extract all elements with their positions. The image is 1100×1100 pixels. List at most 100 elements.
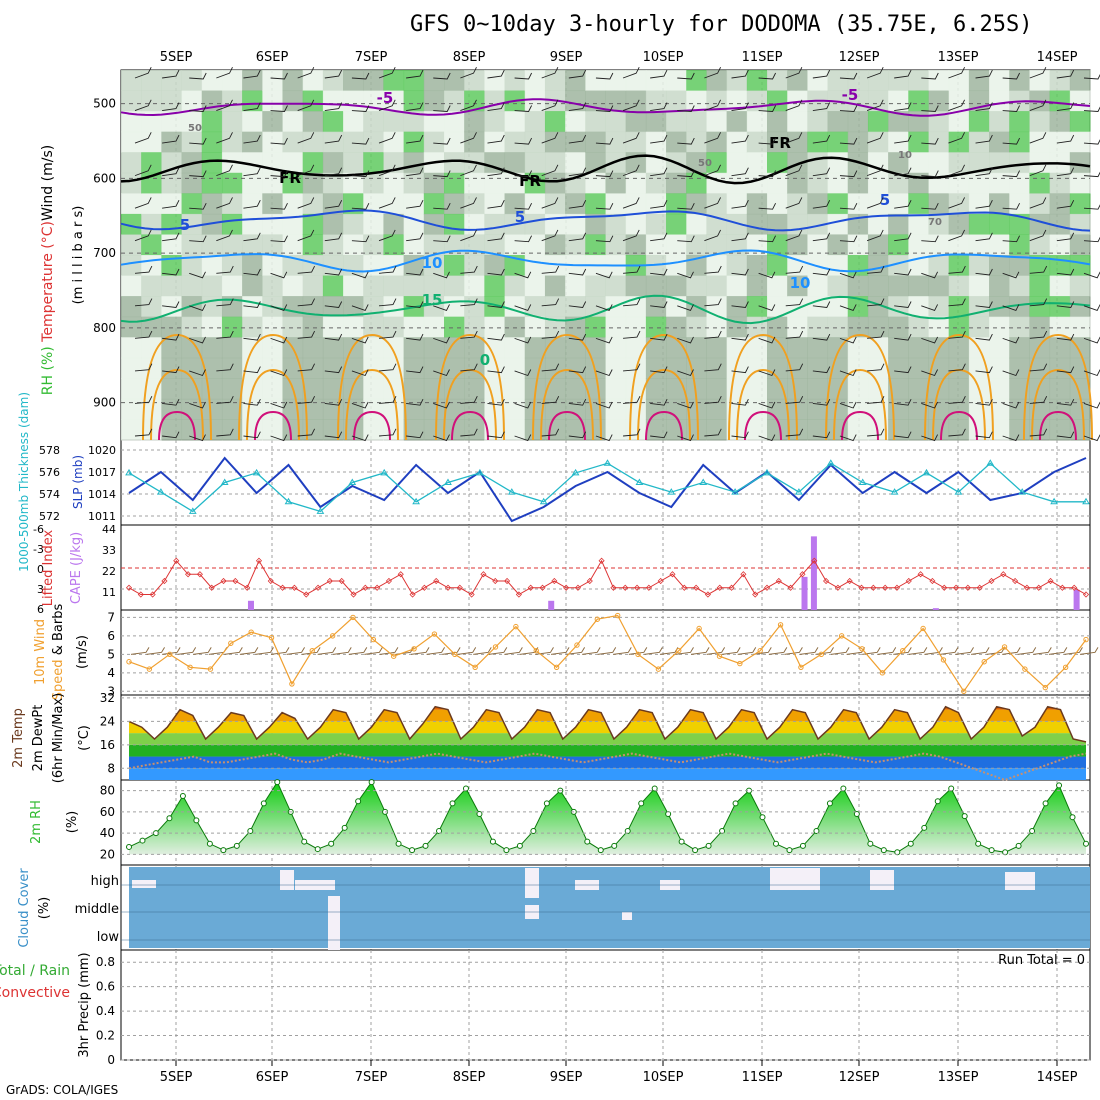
cloud-clear-patch	[525, 868, 539, 898]
rh-shade-cell	[444, 275, 465, 297]
rh-shade-cell	[746, 213, 768, 235]
wind-barb	[351, 271, 369, 279]
rh-shade-cell	[181, 419, 203, 441]
rh-shade-cell	[343, 152, 364, 174]
cloud-cover-area	[129, 867, 1090, 948]
rh-shade-cell	[968, 316, 990, 338]
lifted-marker	[693, 584, 700, 591]
rh-shade-cell	[383, 378, 405, 400]
rh-shade-cell	[867, 316, 889, 338]
rh-shade-cell	[1069, 90, 1091, 112]
rh-shade-cell	[242, 193, 263, 215]
rh-shade-cell	[686, 213, 707, 235]
temp-band	[129, 733, 1086, 745]
wind-barb	[568, 134, 587, 144]
wind-barb	[595, 304, 613, 311]
panel-frame-precip	[120, 949, 1091, 1061]
rh-shade-cell	[827, 234, 849, 256]
rh-shade-cell	[908, 357, 929, 379]
rh-shade-cell	[464, 255, 485, 277]
rh-shade-cell	[181, 90, 203, 112]
wind-barb	[541, 395, 560, 404]
rh-shade-cell	[645, 378, 667, 400]
wind-barb	[839, 401, 857, 409]
wind-barb	[839, 72, 858, 80]
wind-speed-marker	[452, 651, 458, 658]
wind-barb	[812, 333, 831, 341]
rh-shade-cell	[605, 213, 627, 235]
wind-barb	[1056, 232, 1075, 242]
wind-panel: 7 6 5 4 3 10m Wind Speed & Barbs (m/s)	[33, 604, 1099, 700]
rh-shade-cell	[565, 234, 586, 256]
wind-barb	[867, 363, 885, 372]
lifted-marker	[905, 577, 912, 585]
rh-shade-cell	[585, 337, 606, 359]
temp-tick-label: 24	[100, 714, 115, 728]
diurnal-temp-arc	[637, 368, 691, 441]
rh-shade-cell	[989, 193, 1010, 215]
rh-marker	[678, 838, 685, 845]
rh-shade-cell	[484, 316, 506, 338]
rh-shade-cell	[322, 357, 344, 379]
wind-barb	[812, 167, 831, 177]
cape-ylabel: CAPE (J/kg)	[69, 532, 84, 604]
rh-shade-cell	[666, 234, 687, 256]
surface-wind-barb	[488, 647, 508, 655]
cloud-clear-patch	[770, 868, 820, 890]
temp-ylabel: 2m DewPt	[31, 705, 46, 772]
rh-shade-cell	[888, 193, 909, 215]
wind-speed-marker	[635, 651, 641, 658]
wind-barb	[677, 434, 694, 442]
rh-shade-cell	[686, 193, 707, 215]
wind-barb	[270, 401, 288, 409]
wind-barb	[487, 268, 505, 276]
rh-shade-cell	[201, 70, 223, 92]
date-label-bottom: 14SEP	[1037, 1070, 1078, 1085]
rh-shade-cell	[847, 234, 869, 256]
rh-marker	[1029, 828, 1036, 834]
rh-shade-cell	[221, 378, 243, 400]
rh-shade-cell	[1029, 70, 1051, 92]
rh-shade-cell	[585, 172, 606, 194]
rh-shade-cell	[867, 275, 889, 297]
rh-shade-cell	[585, 131, 606, 153]
wind-barb	[297, 132, 315, 144]
rh-shade-cell	[403, 357, 425, 379]
rh-shade-cell	[262, 131, 283, 153]
rh-shade-cell	[444, 111, 465, 133]
rh-shade-cell	[888, 234, 909, 256]
wind-barb	[866, 66, 884, 79]
wind-barb	[433, 304, 450, 311]
rh-shade-cell	[666, 131, 687, 153]
rh-shade-cell	[746, 70, 768, 92]
rh-shade-cell	[928, 275, 950, 297]
rh-shade-cell	[847, 131, 869, 153]
wind-tick-label: 6	[107, 629, 115, 643]
temp-contour-minus5	[120, 98, 1091, 117]
rh-marker	[988, 847, 995, 854]
slp-ylabel: SLP (mb)	[71, 455, 85, 509]
wind-barb	[650, 366, 668, 374]
rh-marker	[274, 779, 281, 786]
pressure-tick-label: 700	[93, 246, 116, 260]
rh-shade-cell	[403, 152, 425, 174]
lifted-marker	[385, 577, 392, 585]
rh-shade-cell	[726, 378, 748, 400]
rh-marker	[1056, 782, 1063, 789]
rh-marker	[1083, 840, 1089, 847]
rh-shade-cell	[948, 378, 970, 400]
wind-barb	[243, 134, 261, 144]
surface-wind-barb	[815, 647, 834, 655]
surface-wind-barb	[286, 647, 306, 655]
wind-barb	[243, 398, 261, 406]
surface-wind-barb	[582, 647, 601, 655]
rh-shade-cell	[383, 131, 405, 153]
rh-shade-cell	[423, 131, 445, 153]
wind-barb	[406, 69, 424, 79]
rh-shade-cell	[383, 193, 405, 215]
rh-shade-cell	[403, 90, 425, 112]
rh-shade-cell	[645, 357, 667, 379]
rh-shade-cell	[343, 234, 364, 256]
rh-shade-cell	[444, 193, 465, 215]
